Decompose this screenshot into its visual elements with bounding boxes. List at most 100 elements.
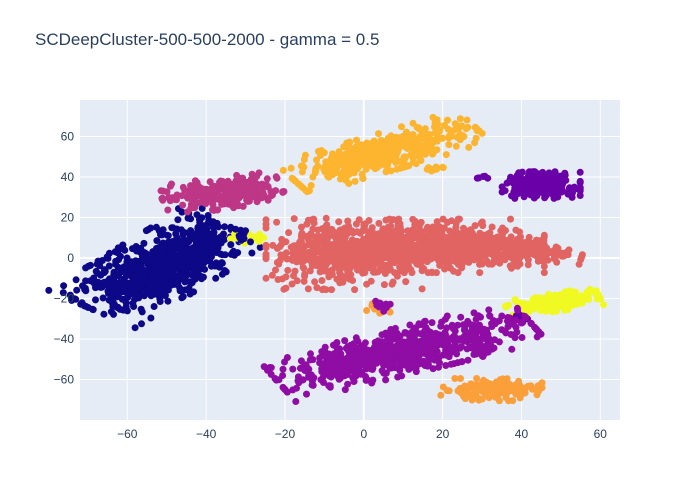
- scatter-point: [343, 158, 351, 166]
- scatter-point: [189, 271, 196, 279]
- scatter-point: [221, 251, 229, 259]
- scatter-point: [377, 343, 385, 351]
- scatter-point: [431, 119, 439, 127]
- scatter-point: [434, 229, 441, 237]
- scatter-point: [331, 263, 339, 271]
- scatter-point: [379, 139, 387, 147]
- scatter-point: [173, 196, 180, 204]
- scatter-point: [160, 274, 168, 281]
- scatter-point: [344, 380, 352, 388]
- scatter-point: [279, 275, 286, 283]
- scatter-point: [391, 259, 399, 267]
- scatter-point: [212, 274, 220, 282]
- scatter-point: [508, 242, 516, 250]
- scatter-point: [105, 290, 112, 297]
- scatter-point: [264, 366, 272, 374]
- scatter-point: [428, 349, 435, 357]
- scatter-point: [527, 249, 535, 257]
- scatter-point: [457, 375, 464, 382]
- scatter-point: [252, 180, 260, 188]
- scatter-point: [402, 128, 410, 136]
- scatter-point: [473, 375, 481, 382]
- x-tick-label: −40: [196, 427, 217, 441]
- scatter-point: [497, 242, 505, 250]
- scatter-point: [384, 253, 392, 261]
- scatter-point: [486, 312, 494, 320]
- scatter-point: [214, 193, 222, 201]
- scatter-point: [292, 398, 300, 405]
- scatter-point: [353, 136, 360, 144]
- scatter-point: [298, 238, 305, 246]
- scatter-point: [176, 284, 184, 292]
- scatter-point: [173, 234, 181, 242]
- scatter-point: [297, 357, 305, 365]
- scatter-point: [392, 346, 400, 354]
- scatter-point: [479, 173, 487, 180]
- scatter-point: [458, 358, 466, 366]
- scatter-point: [503, 179, 511, 187]
- scatter-point: [282, 284, 290, 292]
- scatter-point: [439, 163, 446, 171]
- scatter-point: [262, 274, 270, 282]
- scatter-point: [178, 294, 186, 302]
- scatter-point: [163, 231, 171, 239]
- scatter-point: [501, 256, 509, 264]
- scatter-point: [372, 343, 380, 351]
- scatter-point: [178, 192, 186, 200]
- scatter-point: [164, 206, 172, 214]
- scatter-point: [303, 390, 310, 398]
- scatter-point: [367, 349, 375, 357]
- scatter-point: [402, 278, 410, 286]
- scatter-point: [477, 219, 485, 227]
- scatter-point: [166, 239, 174, 247]
- scatter-point: [171, 263, 179, 271]
- scatter-point: [413, 123, 421, 131]
- scatter-point: [483, 257, 491, 265]
- scatter-point: [253, 172, 261, 180]
- scatter-point: [454, 123, 462, 131]
- scatter-point: [511, 175, 519, 183]
- scatter-point: [283, 255, 291, 263]
- scatter-point: [357, 369, 365, 377]
- scatter-point: [391, 269, 399, 277]
- scatter-point: [285, 229, 293, 237]
- scatter-point: [208, 184, 216, 192]
- scatter-point: [409, 158, 417, 166]
- scatter-point: [325, 273, 333, 281]
- scatter-point: [362, 149, 370, 157]
- scatter-point: [415, 143, 423, 151]
- scatter-point: [138, 251, 146, 259]
- scatter-point: [372, 298, 380, 306]
- scatter-point: [164, 268, 172, 276]
- scatter-point: [278, 240, 285, 248]
- scatter-point: [289, 365, 297, 373]
- scatter-point: [441, 328, 449, 336]
- scatter-point: [424, 139, 432, 147]
- scatter-point: [449, 255, 457, 263]
- scatter-point: [516, 173, 524, 180]
- scatter-point: [298, 223, 305, 231]
- scatter-point: [272, 173, 280, 181]
- scatter-point: [144, 260, 152, 268]
- scatter-point: [313, 156, 320, 164]
- scatter-point: [303, 233, 311, 241]
- scatter-point: [152, 261, 160, 269]
- scatter-point: [533, 242, 541, 250]
- scatter-point: [273, 218, 281, 226]
- scatter-point: [471, 222, 479, 230]
- scatter-point: [439, 383, 447, 391]
- scatter-point: [352, 143, 360, 150]
- scatter-point: [417, 218, 425, 226]
- scatter-point: [409, 215, 417, 223]
- scatter-point: [346, 275, 354, 283]
- scatter-point: [421, 318, 428, 325]
- scatter-point: [344, 345, 352, 353]
- scatter-point: [227, 241, 235, 249]
- scatter-point: [281, 358, 288, 366]
- scatter-point: [174, 216, 182, 224]
- y-tick-label: 0: [67, 251, 74, 265]
- scatter-point: [344, 268, 352, 276]
- scatter-point: [424, 224, 432, 232]
- scatter-point: [401, 347, 409, 355]
